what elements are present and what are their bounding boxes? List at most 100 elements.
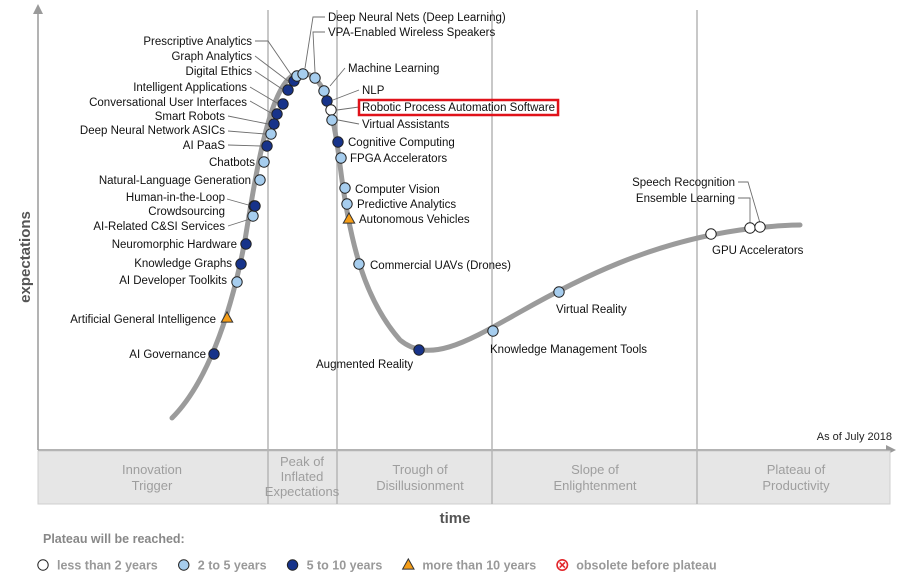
leader-line-deep-neural-nets-deep-learning xyxy=(304,16,325,69)
legend-marker-5to10 xyxy=(286,559,299,571)
label-augmented-reality: Augmented Reality xyxy=(316,359,413,371)
leader-line-prescriptive-analytics xyxy=(255,40,293,77)
legend-label-gt10: more than 10 years xyxy=(422,559,536,573)
legend-marker-lt2 xyxy=(37,559,49,571)
marker-predictive-analytics xyxy=(341,198,353,210)
phase-label-slope: Slope of Enlightenment xyxy=(553,462,636,493)
marker-ai-paas xyxy=(261,140,273,152)
label-deep-neural-nets-deep-learning: Deep Neural Nets (Deep Learning) xyxy=(328,12,506,24)
label-vpa-enabled-wireless-speakers: VPA-Enabled Wireless Speakers xyxy=(328,27,495,39)
leader-line-vpa-enabled-wireless-speakers xyxy=(312,31,325,73)
label-virtual-reality: Virtual Reality xyxy=(556,304,627,316)
phase-band xyxy=(37,450,891,505)
marker-natural-language-generation xyxy=(254,174,266,186)
label-knowledge-management-tools: Knowledge Management Tools xyxy=(490,344,647,356)
marker-deep-neural-nets-deep-learning xyxy=(297,68,309,80)
label-robotic-process-automation-software: Robotic Process Automation Software xyxy=(362,102,555,114)
marker-conversational-user-interfaces xyxy=(271,108,283,120)
marker-neuromorphic-hardware xyxy=(240,238,252,250)
legend-items: less than 2 years 2 to 5 years 5 to 10 yea… xyxy=(37,557,717,573)
marker-virtual-assistants xyxy=(326,114,338,126)
label-intelligent-applications: Intelligent Applications xyxy=(133,82,247,94)
label-virtual-assistants: Virtual Assistants xyxy=(362,119,450,131)
label-ai-developer-toolkits: AI Developer Toolkits xyxy=(119,275,227,287)
leader-line-machine-learning xyxy=(329,67,346,87)
label-ensemble-learning: Ensemble Learning xyxy=(636,193,735,205)
marker-cognitive-computing xyxy=(332,136,344,148)
label-speech-recognition: Speech Recognition xyxy=(632,177,735,189)
label-prescriptive-analytics: Prescriptive Analytics xyxy=(143,36,252,48)
marker-autonomous-vehicles xyxy=(342,211,356,224)
y-axis-label: expectations xyxy=(17,211,34,303)
marker-knowledge-management-tools xyxy=(487,325,499,337)
leader-line-human-in-the-loop xyxy=(226,198,253,207)
technology-layer: AI Governance Artificial General Intellig… xyxy=(70,12,803,371)
label-digital-ethics: Digital Ethics xyxy=(186,66,253,78)
label-neuromorphic-hardware: Neuromorphic Hardware xyxy=(112,239,237,251)
marker-ai-related-c-si-services xyxy=(247,210,259,222)
label-graph-analytics: Graph Analytics xyxy=(171,51,252,63)
label-crowdsourcing: Crowdsourcing xyxy=(148,206,225,218)
label-knowledge-graphs: Knowledge Graphs xyxy=(134,258,232,270)
phase-dividers xyxy=(267,10,698,504)
marker-digital-ethics xyxy=(282,84,294,96)
legend-label-obsolete: obsolete before plateau xyxy=(576,559,716,573)
marker-smart-robots xyxy=(268,118,280,130)
label-human-in-the-loop: Human-in-the-Loop xyxy=(126,192,225,204)
leader-line-ai-paas xyxy=(227,144,262,147)
legend-title: Plateau will be reached: xyxy=(43,532,185,546)
label-deep-neural-network-asics: Deep Neural Network ASICs xyxy=(80,125,225,137)
label-natural-language-generation: Natural-Language Generation xyxy=(99,175,251,187)
legend-label-2to5: 2 to 5 years xyxy=(198,559,267,573)
label-predictive-analytics: Predictive Analytics xyxy=(357,199,456,211)
phase-label-trough: Trough of Disillusionment xyxy=(376,462,464,493)
marker-knowledge-graphs xyxy=(235,258,247,270)
phase-label-peak: Peak of Inflated Expectations xyxy=(265,454,340,499)
x-axis-label: time xyxy=(440,510,471,527)
y-axis-arrow xyxy=(33,4,43,14)
marker-fpga-accelerators xyxy=(335,152,347,164)
marker-artificial-general-intelligence xyxy=(220,310,234,323)
label-conversational-user-interfaces: Conversational User Interfaces xyxy=(89,97,247,109)
phase-labels: Innovation Trigger Peak of Inflated Expecta… xyxy=(122,454,830,499)
marker-ensemble-learning xyxy=(744,222,756,234)
legend-marker-2to5 xyxy=(178,559,190,571)
marker-intelligent-applications xyxy=(277,98,289,110)
leader-line-graph-analytics xyxy=(254,55,289,82)
leader-line-smart-robots xyxy=(227,115,269,125)
marker-deep-neural-network-asics xyxy=(265,128,277,140)
marker-augmented-reality xyxy=(413,344,425,356)
marker-human-in-the-loop xyxy=(249,200,261,212)
label-fpga-accelerators: FPGA Accelerators xyxy=(350,153,447,165)
legend: Plateau will be reached: less than 2 yea… xyxy=(37,532,717,573)
marker-ai-developer-toolkits xyxy=(231,276,243,288)
legend-marker-obsolete xyxy=(556,558,569,571)
label-artificial-general-intelligence: Artificial General Intelligence xyxy=(70,314,216,326)
leader-line-intelligent-applications xyxy=(249,86,278,104)
marker-virtual-reality xyxy=(553,286,565,298)
label-nlp: NLP xyxy=(362,85,385,97)
marker-ai-governance xyxy=(208,348,220,360)
hype-curve xyxy=(169,70,803,421)
label-ai-governance: AI Governance xyxy=(129,349,206,361)
leader-line-digital-ethics xyxy=(254,70,283,90)
label-computer-vision: Computer Vision xyxy=(355,184,440,196)
marker-vpa-enabled-wireless-speakers xyxy=(309,72,321,84)
highlight-box xyxy=(357,98,560,117)
legend-label-5to10: 5 to 10 years xyxy=(307,559,383,573)
leader-line-robotic-process-automation-software xyxy=(336,106,360,111)
leader-line-conversational-user-interfaces xyxy=(249,100,272,114)
marker-commercial-uavs-drones xyxy=(353,258,365,270)
leader-line-deep-neural-network-asics xyxy=(227,130,266,135)
marker-speech-recognition xyxy=(754,221,766,233)
marker-computer-vision xyxy=(339,182,351,194)
phase-label-innovation: Innovation Trigger xyxy=(122,462,182,493)
label-chatbots: Chatbots xyxy=(209,157,255,169)
marker-robotic-process-automation-software xyxy=(325,104,337,116)
marker-chatbots xyxy=(258,156,270,168)
leader-line-speech-recognition xyxy=(738,181,761,224)
as-of-label: As of July 2018 xyxy=(817,431,892,443)
label-machine-learning: Machine Learning xyxy=(348,63,439,75)
leader-line-nlp xyxy=(332,89,360,101)
